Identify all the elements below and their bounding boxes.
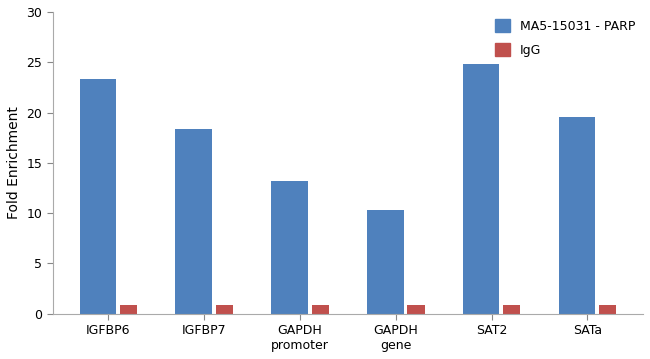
Bar <box>599 305 616 314</box>
Bar <box>503 305 521 314</box>
Bar <box>271 181 307 314</box>
Bar <box>408 305 424 314</box>
Bar <box>463 64 499 314</box>
Y-axis label: Fold Enrichment: Fold Enrichment <box>7 106 21 219</box>
Bar <box>367 210 404 314</box>
Bar <box>311 305 329 314</box>
Bar <box>79 79 116 314</box>
Bar <box>176 129 212 314</box>
Legend: MA5-15031 - PARP, IgG: MA5-15031 - PARP, IgG <box>490 14 640 62</box>
Bar <box>216 305 233 314</box>
Bar <box>559 117 595 314</box>
Bar <box>120 305 137 314</box>
